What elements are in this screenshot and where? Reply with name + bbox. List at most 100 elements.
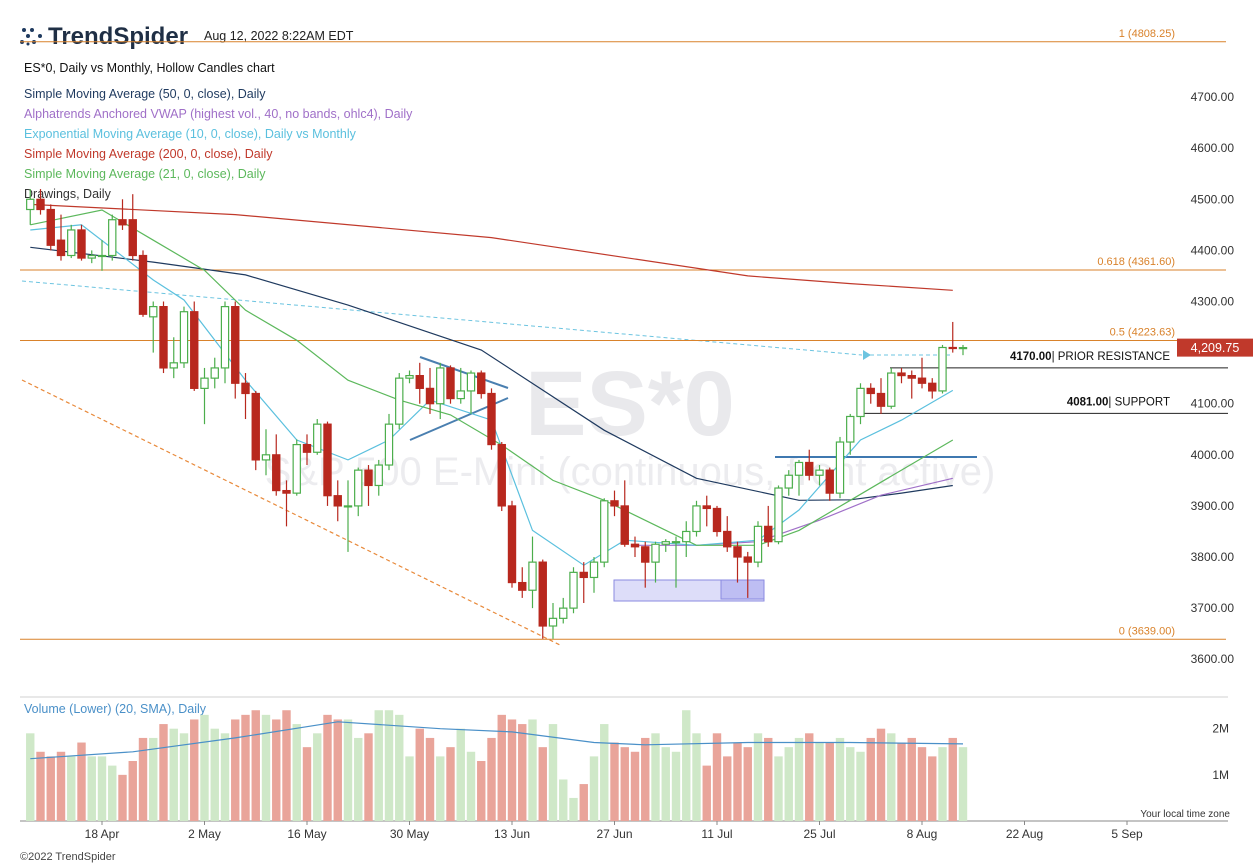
- candle-body: [138, 254, 148, 315]
- candle-body: [200, 377, 209, 389]
- volume-bar: [231, 719, 240, 821]
- volume-bar: [702, 765, 711, 821]
- candle-body: [610, 500, 619, 507]
- volume-bar: [159, 724, 168, 821]
- y-tick-label: 4000.00: [1191, 448, 1235, 462]
- volume-bar: [805, 733, 814, 821]
- volume-bar: [600, 724, 609, 821]
- volume-bar: [415, 728, 424, 821]
- fib-label: 0 (3639.00): [1119, 625, 1175, 637]
- candle-body: [292, 443, 301, 494]
- fib-label: 0.5 (4223.63): [1110, 327, 1175, 339]
- candle-body: [743, 556, 752, 563]
- volume-bar: [220, 733, 230, 821]
- volume-bar: [825, 742, 834, 821]
- candle-body: [671, 541, 681, 544]
- volume-bar: [77, 742, 86, 821]
- candle-body: [384, 423, 394, 466]
- volume-bar: [897, 742, 906, 821]
- volume-bar: [108, 765, 117, 821]
- volume-bar: [395, 714, 404, 821]
- candle-body: [518, 581, 527, 591]
- candle-body: [210, 367, 219, 379]
- legend-entry: Alphatrends Anchored VWAP (highest vol.,…: [24, 107, 413, 121]
- candle-body: [651, 543, 660, 563]
- candle-body: [600, 500, 609, 563]
- candle-body: [425, 387, 435, 405]
- candle-body: [118, 219, 127, 226]
- volume-bar: [723, 756, 732, 821]
- candle-body: [466, 372, 476, 392]
- x-tick-label: 18 Apr: [85, 827, 120, 841]
- candle-body: [241, 382, 250, 395]
- volume-bar: [671, 751, 681, 821]
- fib-label: 1 (4808.25): [1119, 28, 1175, 40]
- candle-body: [220, 306, 230, 369]
- volume-bar: [456, 728, 465, 821]
- volume-tick-label: 2M: [1212, 722, 1229, 736]
- volume-bar: [425, 737, 435, 821]
- fib-label: 0.618 (4361.60): [1097, 256, 1175, 268]
- candle-body: [794, 461, 804, 476]
- x-tick-label: 13 Jun: [494, 827, 530, 841]
- y-tick-label: 3700.00: [1191, 601, 1235, 615]
- y-tick-label: 4700.00: [1191, 90, 1235, 104]
- volume-bar: [620, 747, 629, 821]
- volume-bar: [179, 733, 189, 821]
- candle-body: [374, 464, 383, 487]
- volume-bar: [784, 747, 793, 821]
- volume-bar: [907, 737, 916, 821]
- candle-body: [456, 390, 465, 400]
- volume-bar: [518, 724, 527, 821]
- candle-body: [620, 505, 629, 545]
- indicator-line: [30, 203, 953, 291]
- volume-bar: [343, 719, 353, 821]
- volume-bar: [651, 733, 660, 821]
- candle-body: [446, 367, 455, 400]
- volume-bar: [241, 714, 250, 821]
- volume-bar: [497, 714, 506, 821]
- x-tick-label: 8 Aug: [907, 827, 938, 841]
- volume-bar: [292, 724, 301, 821]
- volume-bar: [87, 756, 96, 821]
- volume-bar: [333, 719, 342, 821]
- candle-body: [579, 571, 588, 579]
- volume-bar: [958, 747, 968, 821]
- x-tick-label: 16 May: [287, 827, 326, 841]
- x-tick-label: 30 May: [390, 827, 429, 841]
- candle-body: [866, 387, 875, 395]
- candle-body: [589, 561, 599, 579]
- volume-bar: [569, 797, 578, 821]
- candle-body: [169, 362, 178, 369]
- volume-bar: [764, 737, 773, 821]
- candle-body: [548, 617, 558, 627]
- level-note: | PRIOR RESISTANCE: [1052, 351, 1171, 363]
- volume-bar: [200, 714, 209, 821]
- candle-body: [682, 530, 691, 543]
- candle-body: [343, 505, 353, 508]
- volume-bar: [866, 737, 875, 821]
- candle-body: [87, 254, 96, 259]
- volume-bar: [26, 733, 35, 821]
- volume-bar: [692, 733, 701, 821]
- y-tick-label: 4600.00: [1191, 141, 1235, 155]
- timezone-note: Your local time zone: [1140, 809, 1230, 820]
- candle-body: [405, 374, 414, 379]
- y-tick-label: 4500.00: [1191, 192, 1235, 206]
- timestamp: Aug 12, 2022 8:22AM EDT: [204, 29, 354, 43]
- volume-bar: [528, 719, 537, 821]
- candle-body: [630, 543, 640, 548]
- volume-bar: [210, 728, 219, 821]
- candle-body: [692, 505, 701, 533]
- candle-body: [846, 415, 855, 443]
- volume-bar: [384, 710, 394, 821]
- candle-body: [641, 546, 650, 563]
- volume-bar: [190, 719, 199, 821]
- candle-body: [159, 306, 168, 369]
- candle-body: [333, 495, 342, 507]
- volume-bar: [794, 737, 804, 821]
- candle-body: [436, 367, 445, 405]
- candle-body: [733, 546, 742, 558]
- volume-bar: [354, 737, 363, 821]
